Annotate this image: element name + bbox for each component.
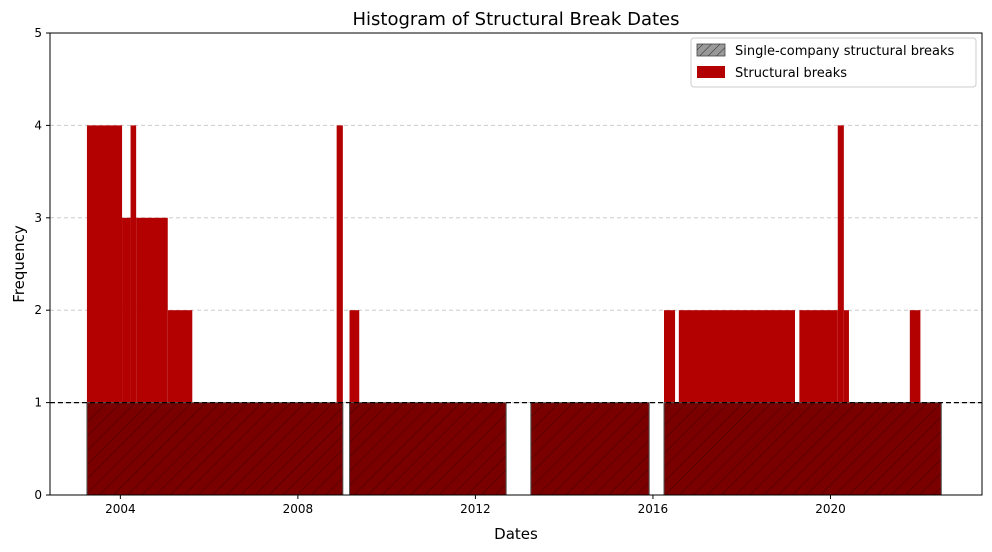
plot-frame — [49, 32, 983, 496]
x-tick-label: 2012 — [460, 502, 491, 516]
structural-break-bar — [336, 125, 343, 495]
x-ticks: 2004 2008 2012 2016 2020 — [105, 495, 846, 516]
single-company-bar-hatch — [349, 402, 507, 495]
structural-break-bar — [122, 217, 131, 495]
x-tick-label: 2008 — [283, 502, 314, 516]
y-tick-label: 1 — [34, 396, 42, 410]
y-ticks: 0 1 2 3 4 5 — [34, 26, 50, 502]
single-company-bar-hatch — [530, 402, 650, 495]
legend-swatch-single-company-hatch — [697, 44, 725, 56]
legend: Single-company structural breaks Structu… — [690, 37, 977, 88]
y-tick-label: 5 — [34, 26, 42, 40]
chart-title: Histogram of Structural Break Dates — [353, 9, 680, 30]
legend-label-single-company: Single-company structural breaks — [735, 44, 955, 59]
x-tick-label: 2004 — [105, 502, 136, 516]
single-company-bar-hatch — [86, 402, 343, 495]
y-tick-label: 3 — [34, 211, 42, 225]
legend-swatch-structural-breaks — [697, 66, 725, 78]
structural-break-bar — [130, 125, 137, 495]
y-tick-label: 0 — [34, 488, 42, 502]
structural-break-bar — [837, 125, 844, 495]
legend-box — [690, 37, 977, 88]
x-tick-label: 2016 — [638, 502, 669, 516]
x-axis-label: Dates — [494, 525, 538, 543]
y-tick-label: 2 — [34, 303, 42, 317]
single-company-outline — [86, 402, 942, 495]
legend-label-structural-breaks: Structural breaks — [735, 66, 847, 81]
x-tick-label: 2020 — [815, 502, 846, 516]
y-axis-label: Frequency — [10, 225, 28, 303]
single-company-bar-hatch — [664, 402, 942, 495]
y-tick-label: 4 — [34, 118, 42, 132]
